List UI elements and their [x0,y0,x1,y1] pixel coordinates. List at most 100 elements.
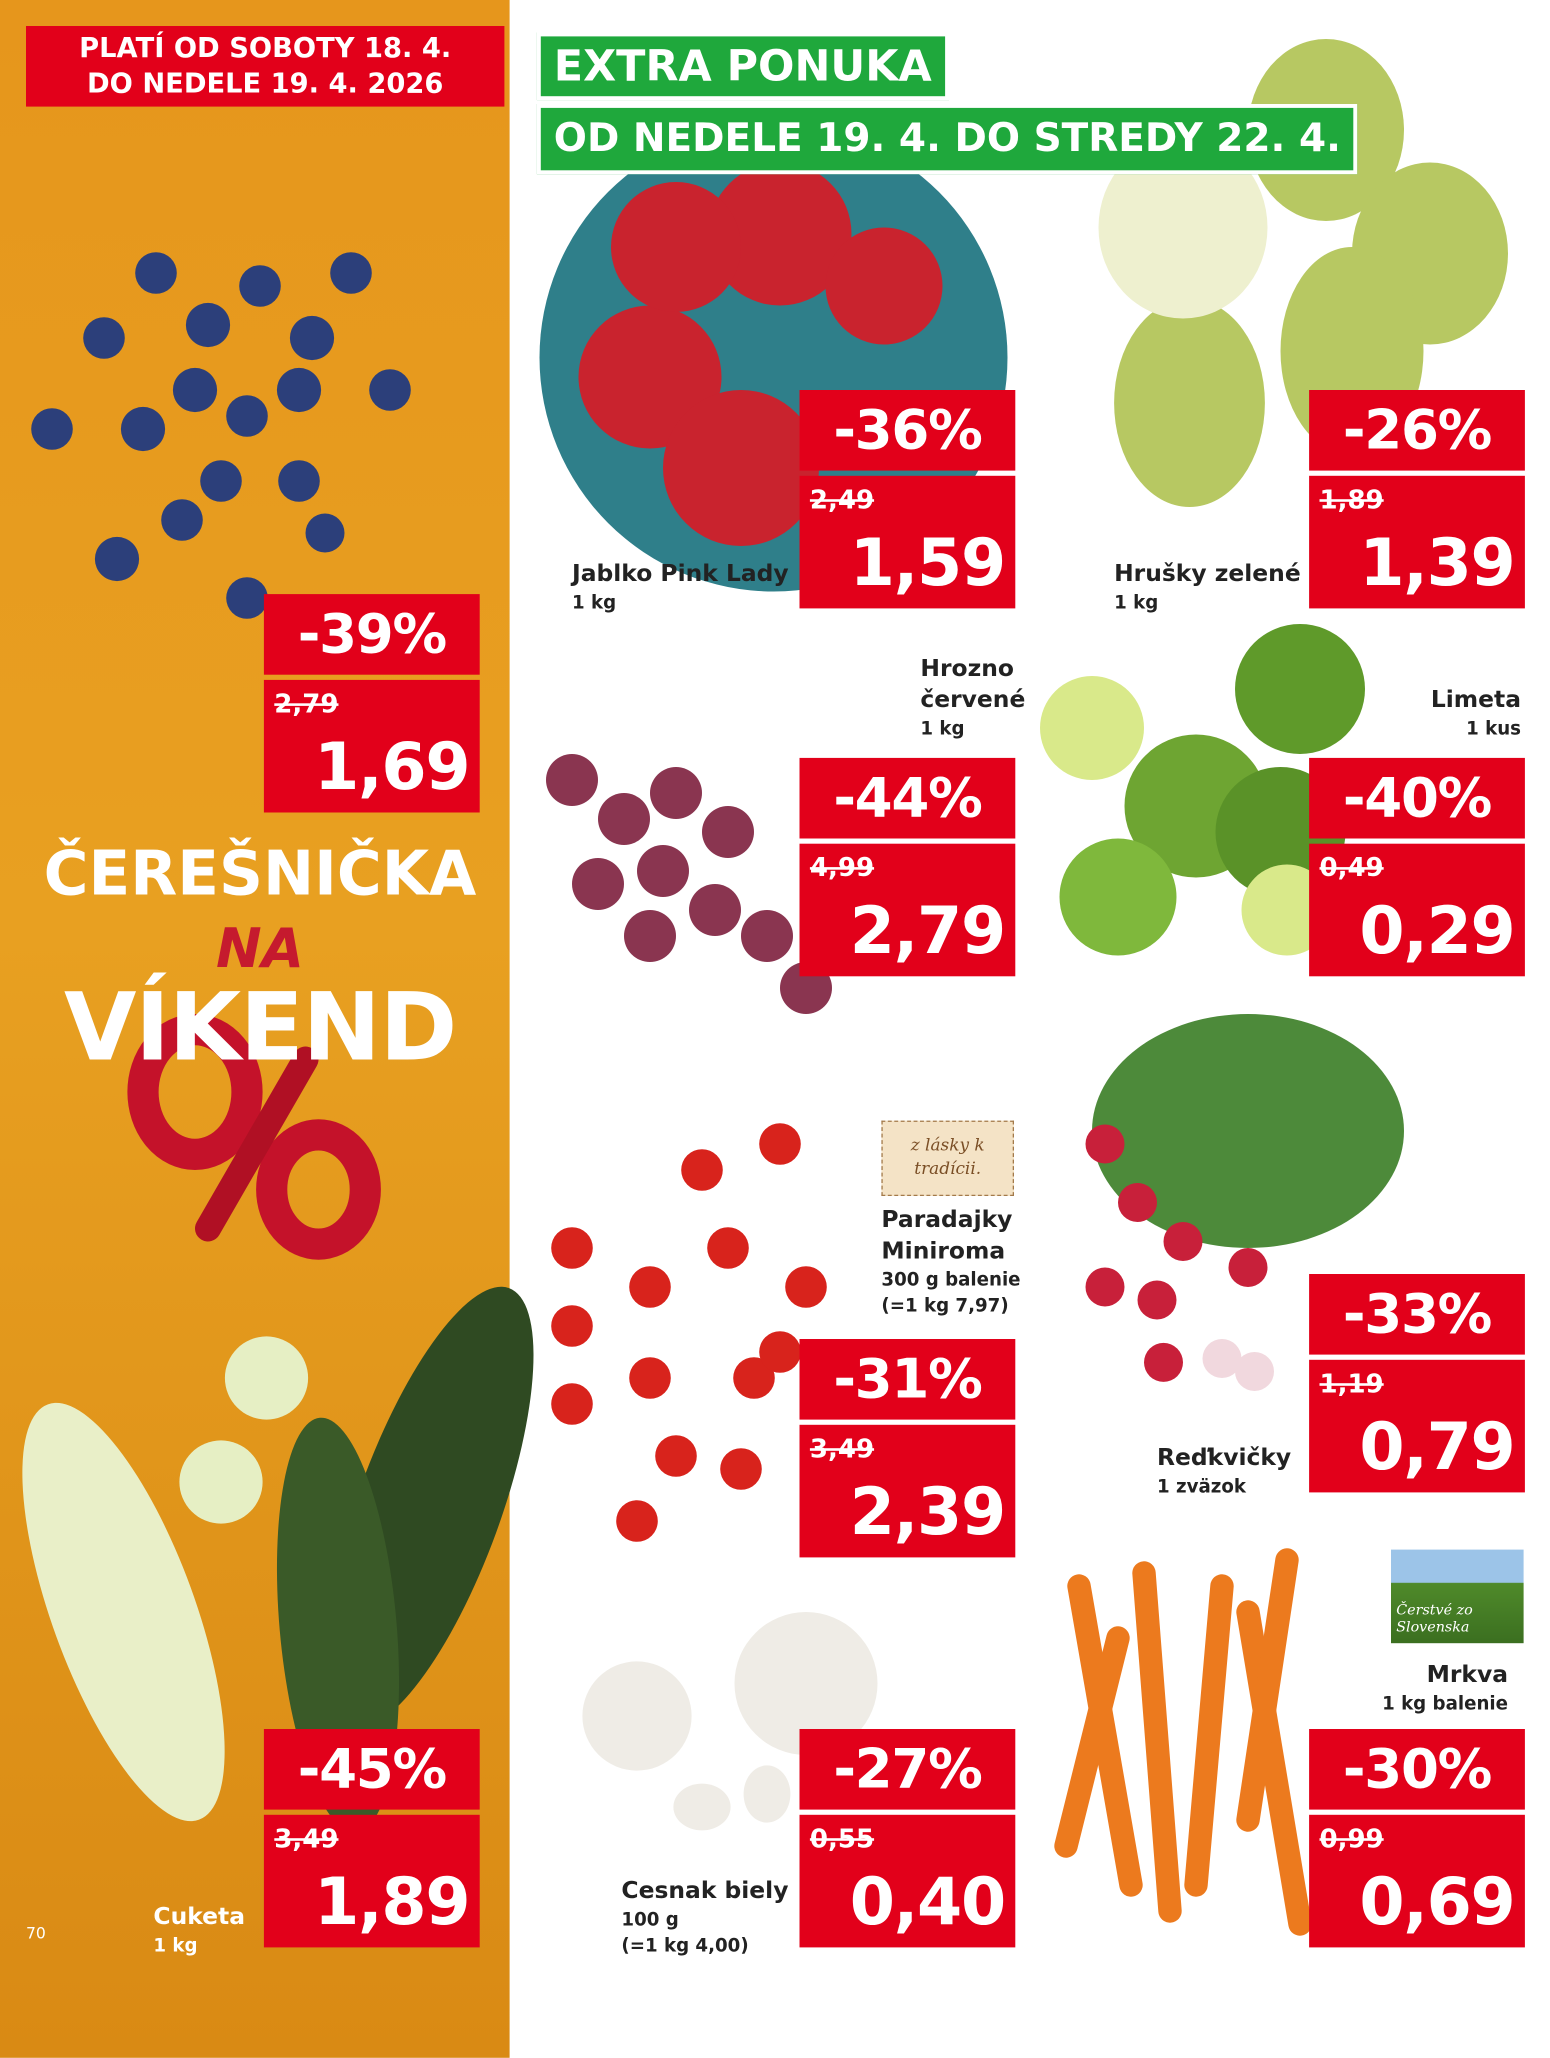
blueberries [31,252,411,619]
old-price: 0,49 [1319,851,1384,883]
product-name: Cesnak biely [621,1877,789,1905]
product-detail: (=1 kg 7,97) [881,1296,1009,1317]
price: 1,89 [314,1864,470,1940]
price-badge: -39% 2,79 1,69 [263,594,480,813]
price-badge: -45% 3,49 1,89 [263,1728,480,1948]
price: 1,39 [1359,525,1515,601]
promo-line: VÍKEND [64,972,457,1082]
price-badge: -26% 1,89 1,39 [1309,390,1525,609]
price-badge: -36% 2,49 1,59 [799,390,1016,609]
old-price: 2,49 [809,483,875,515]
promo-line: ČEREŠNIČKA [43,838,477,910]
price: 0,79 [1359,1409,1515,1485]
price-badge: -33% 1,19 0,79 [1309,1274,1525,1493]
product-label: Cuketa 1 kg [153,1902,245,1959]
product-name: Jablko Pink Lady [572,560,789,588]
product-name: Hrušky zelené [1114,560,1301,588]
tradition-label: z lásky k tradícii. [881,1120,1014,1196]
price-box: 2,49 1,59 [799,475,1016,609]
old-price: 0,55 [809,1822,875,1854]
price-box: 1,89 1,39 [1309,475,1525,609]
product-detail: 1 kg [1114,592,1159,614]
price: 0,69 [1359,1864,1515,1940]
price: 2,39 [849,1474,1006,1550]
product-label: Jablko Pink Lady 1 kg [572,559,789,616]
price: 1,69 [314,729,470,805]
discount: -40% [1309,757,1525,839]
discount: -33% [1309,1274,1525,1355]
discount: -27% [799,1728,1016,1810]
price: 0,40 [849,1864,1006,1940]
price-box: 3,49 1,89 [263,1814,480,1948]
old-price: 1,19 [1319,1367,1384,1399]
tomatoes [551,1123,827,1542]
price: 1,59 [849,525,1006,601]
page-number: 70 [26,1923,46,1943]
discount: -44% [799,757,1016,839]
price-box: 1,19 0,79 [1309,1359,1525,1493]
product-name: Paradajky [881,1206,1013,1234]
product-detail: (=1 kg 4,00) [621,1935,749,1957]
validity-line: PLATÍ OD SOBOTY 18. 4. [79,32,452,64]
grapes [546,754,832,1014]
discount: -39% [263,594,480,675]
garlic [582,1612,878,1831]
product-detail: 1 kg [920,718,965,740]
extra-offer-dates: OD NEDELE 19. 4. DO STREDY 22. 4. [536,104,1358,175]
price-badge: -44% 4,99 2,79 [799,757,1016,977]
old-price: 4,99 [809,851,875,883]
product-name: Cuketa [153,1903,246,1931]
price-badge: -40% 0,49 0,29 [1309,757,1525,977]
extra-offer-title: EXTRA PONUKA [536,32,949,101]
product-name: Mrkva [1426,1661,1508,1689]
discount: -36% [799,390,1016,471]
validity-banner: PLATÍ OD SOBOTY 18. 4. DO NEDELE 19. 4. … [26,26,505,107]
product-detail: 1 kg [572,592,617,614]
old-price: 3,49 [809,1432,875,1464]
product-label: Paradajky Miniroma 300 g balenie (=1 kg 7,9… [881,1205,1020,1319]
old-price: 2,79 [274,687,339,719]
apples [578,162,943,546]
product-detail: 1 kus [1466,718,1521,740]
price: 0,29 [1359,893,1515,969]
product-name: Hrozno [920,655,1014,683]
product-name: Reďkvičky [1157,1444,1292,1472]
discount: -45% [263,1728,480,1810]
price: 2,79 [849,893,1006,969]
old-price: 0,99 [1319,1822,1384,1854]
product-detail: 1 kg balenie [1382,1693,1508,1715]
product-detail: 300 g balenie [881,1270,1021,1291]
product-name: červené [920,686,1026,714]
product-name: Miniroma [881,1237,1006,1265]
price-badge: -31% 3,49 2,39 [799,1339,1016,1558]
discount: -26% [1309,390,1525,471]
cherry-percent [127,1013,381,1260]
slovak-label: Čerstvé zo Slovenska [1391,1549,1524,1644]
price-box: 0,49 0,29 [1309,843,1525,977]
product-name: Limeta [1430,686,1521,714]
price-badge: -30% 0,99 0,69 [1309,1728,1525,1948]
product-detail: 1 zväzok [1157,1476,1246,1498]
price-box: 0,99 0,69 [1309,1814,1525,1948]
product-label: Hrušky zelené 1 kg [1114,559,1301,616]
price-box: 0,55 0,40 [799,1814,1016,1948]
product-detail: 100 g [621,1909,679,1931]
price-box: 2,79 1,69 [263,679,480,813]
old-price: 1,89 [1319,483,1384,515]
product-label: Mrkva 1 kg balenie [1382,1660,1508,1717]
radishes [1085,1013,1404,1391]
product-label: Limeta 1 kus [1431,685,1521,742]
discount: -31% [799,1339,1016,1420]
product-label: Cesnak biely 100 g (=1 kg 4,00) [621,1876,788,1959]
price-box: 3,49 2,39 [799,1424,1016,1558]
validity-line: DO NEDELE 19. 4. 2026 [86,67,444,99]
zucchini [22,1286,534,1833]
carrots [1054,1548,1312,1936]
old-price: 3,49 [274,1822,339,1854]
product-detail: 1 kg [153,1935,198,1957]
price-box: 4,99 2,79 [799,843,1016,977]
product-label: Hrozno červené 1 kg [920,654,1025,742]
